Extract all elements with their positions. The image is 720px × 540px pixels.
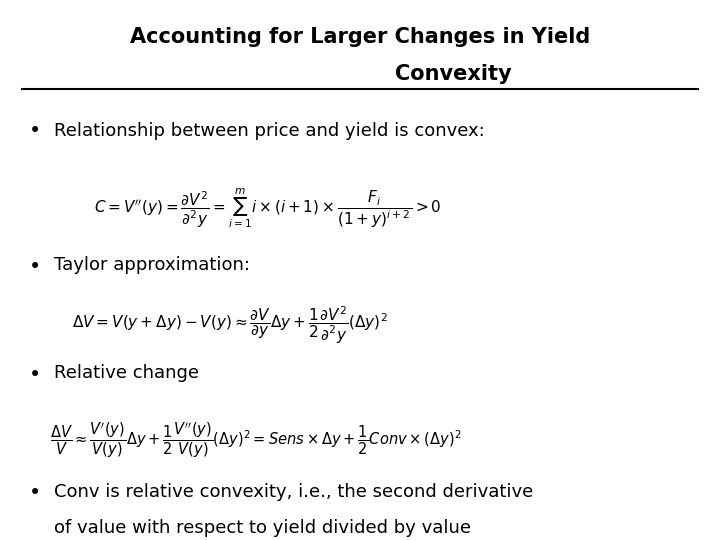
Text: of value with respect to yield divided by value: of value with respect to yield divided b… xyxy=(54,519,471,537)
Text: Relative change: Relative change xyxy=(54,364,199,382)
Text: $\dfrac{\Delta V}{V} \approx \dfrac{V'(y)}{V(y)}\Delta y + \dfrac{1}{2}\dfrac{V': $\dfrac{\Delta V}{V} \approx \dfrac{V'(y… xyxy=(50,421,462,461)
Text: Conv is relative convexity, i.e., the second derivative: Conv is relative convexity, i.e., the se… xyxy=(54,483,534,501)
Text: •: • xyxy=(29,364,41,384)
Text: Convexity: Convexity xyxy=(395,64,512,84)
Text: •: • xyxy=(29,483,41,503)
Text: Accounting for Larger Changes in Yield: Accounting for Larger Changes in Yield xyxy=(130,27,590,47)
Text: •: • xyxy=(29,256,41,276)
Text: •: • xyxy=(29,122,41,141)
Text: $\Delta V = V(y + \Delta y) - V(y) \approx \dfrac{\partial V}{\partial y}\Delta : $\Delta V = V(y + \Delta y) - V(y) \appr… xyxy=(72,305,388,346)
Text: Relationship between price and yield is convex:: Relationship between price and yield is … xyxy=(54,122,485,139)
Text: $C = V''(y)= \dfrac{\partial V^2}{\partial^2 y} = \sum_{i=1}^{m} i \times (i+1) : $C = V''(y)= \dfrac{\partial V^2}{\parti… xyxy=(94,186,441,230)
Text: Taylor approximation:: Taylor approximation: xyxy=(54,256,250,274)
